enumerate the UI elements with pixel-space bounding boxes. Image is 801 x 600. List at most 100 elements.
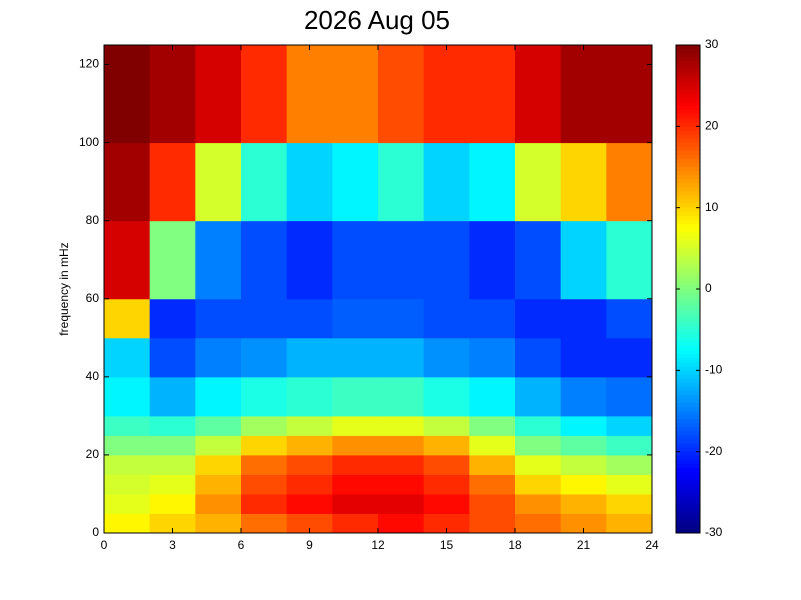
heatmap-cell bbox=[423, 298, 470, 339]
heatmap-cell bbox=[560, 474, 607, 495]
x-tick-label: 9 bbox=[306, 538, 313, 552]
colorbar-swatch bbox=[676, 154, 700, 160]
colorbar-swatch bbox=[676, 321, 700, 327]
colorbar-swatch bbox=[676, 419, 700, 424]
heatmap-cell bbox=[241, 298, 288, 339]
colorbar-swatch bbox=[676, 480, 700, 485]
heatmap-cell bbox=[515, 376, 562, 417]
heatmap-cell bbox=[241, 474, 288, 495]
colorbar-tick-label: 20 bbox=[705, 119, 719, 133]
heatmap-cell bbox=[286, 376, 333, 417]
heatmap-cell bbox=[423, 142, 470, 222]
heatmap-cell bbox=[241, 337, 288, 378]
colorbar-swatch bbox=[676, 89, 700, 95]
colorbar-swatch bbox=[676, 390, 700, 396]
colorbar-tick-label: -30 bbox=[705, 525, 723, 539]
colorbar-swatch bbox=[676, 126, 700, 131]
colorbar-swatch bbox=[676, 402, 700, 408]
heatmap-cell bbox=[104, 45, 151, 144]
heatmap-cell bbox=[423, 337, 470, 378]
x-tick-label: 6 bbox=[238, 538, 245, 552]
colorbar-swatch bbox=[676, 236, 700, 241]
heatmap-cell bbox=[149, 376, 196, 417]
heatmap-cell bbox=[378, 376, 425, 417]
heatmap-cell bbox=[469, 337, 516, 378]
colorbar-swatch bbox=[676, 93, 700, 99]
colorbar-swatch bbox=[676, 228, 700, 233]
colorbar-swatch bbox=[676, 415, 700, 420]
colorbar-swatch bbox=[676, 520, 700, 526]
heatmap-cell bbox=[606, 474, 653, 495]
heatmap-cell bbox=[606, 220, 653, 300]
heatmap-cell bbox=[332, 415, 379, 436]
heatmap-cell bbox=[332, 142, 379, 222]
heatmap-cell bbox=[332, 220, 379, 300]
colorbar-swatch bbox=[676, 508, 700, 514]
heatmap-cell bbox=[104, 493, 151, 514]
heatmap-cell bbox=[195, 142, 242, 222]
colorbar-swatch bbox=[676, 382, 700, 388]
colorbar-swatch bbox=[676, 370, 700, 375]
colorbar-swatch bbox=[676, 463, 700, 469]
heatmap-cell bbox=[469, 415, 516, 436]
x-tick-label: 0 bbox=[101, 538, 108, 552]
colorbar-swatch bbox=[676, 57, 700, 62]
heatmap-cell bbox=[286, 220, 333, 300]
heatmap-cell bbox=[423, 513, 470, 534]
heatmap-cell bbox=[515, 337, 562, 378]
colorbar-swatch bbox=[676, 138, 700, 144]
colorbar-swatch bbox=[676, 106, 700, 111]
y-tick-label: 20 bbox=[86, 447, 100, 461]
colorbar-swatch bbox=[676, 492, 700, 497]
colorbar-swatch bbox=[676, 516, 700, 522]
heatmap-cell bbox=[149, 474, 196, 495]
heatmap-cell bbox=[241, 513, 288, 534]
axes-box bbox=[103, 44, 653, 534]
colorbar-swatch bbox=[676, 69, 700, 74]
colorbar-swatch bbox=[676, 195, 700, 201]
colorbar-swatch bbox=[676, 81, 700, 87]
colorbar-swatch bbox=[676, 183, 700, 188]
colorbar-swatch bbox=[676, 341, 700, 347]
heatmap-cell bbox=[560, 493, 607, 514]
heatmap-cell bbox=[286, 474, 333, 495]
heatmap-cell bbox=[423, 220, 470, 300]
heatmap-cell bbox=[515, 220, 562, 300]
y-tick-label: 60 bbox=[86, 291, 100, 305]
heatmap-cell bbox=[515, 298, 562, 339]
heatmap-cell bbox=[286, 513, 333, 534]
y-tick-label: 40 bbox=[86, 369, 100, 383]
colorbar-swatch bbox=[676, 500, 700, 506]
heatmap-cell bbox=[332, 513, 379, 534]
heatmap-cell bbox=[515, 493, 562, 514]
heatmap-cell bbox=[378, 474, 425, 495]
colorbar-tick-label: 10 bbox=[705, 200, 719, 214]
heatmap-cell bbox=[149, 220, 196, 300]
heatmap-cell bbox=[195, 493, 242, 514]
heatmap-cell bbox=[241, 454, 288, 475]
colorbar-tick-label: 30 bbox=[705, 37, 719, 51]
heatmap-cell bbox=[104, 142, 151, 222]
colorbar-swatch bbox=[676, 215, 700, 221]
x-tick-label: 12 bbox=[371, 538, 385, 552]
heatmap-cell bbox=[241, 45, 288, 144]
heatmap-cell bbox=[469, 298, 516, 339]
heatmap-cell bbox=[332, 493, 379, 514]
heatmap-cell bbox=[149, 415, 196, 436]
heatmap-cell bbox=[560, 435, 607, 456]
heatmap-cell bbox=[286, 298, 333, 339]
colorbar-swatch bbox=[676, 366, 700, 371]
colorbar-swatch bbox=[676, 118, 700, 123]
y-tick-label: 120 bbox=[79, 57, 99, 71]
colorbar-swatch bbox=[676, 455, 700, 461]
colorbar-swatch bbox=[676, 301, 700, 306]
heatmap-cell bbox=[378, 298, 425, 339]
heatmap-cell bbox=[195, 435, 242, 456]
colorbar-swatch bbox=[676, 219, 700, 225]
colorbar-swatch bbox=[676, 146, 700, 152]
heatmap-cell bbox=[378, 142, 425, 222]
colorbar-swatch bbox=[676, 207, 700, 213]
colorbar-swatch bbox=[676, 191, 700, 196]
x-tick-label: 15 bbox=[440, 538, 454, 552]
colorbar-swatch bbox=[676, 61, 700, 66]
